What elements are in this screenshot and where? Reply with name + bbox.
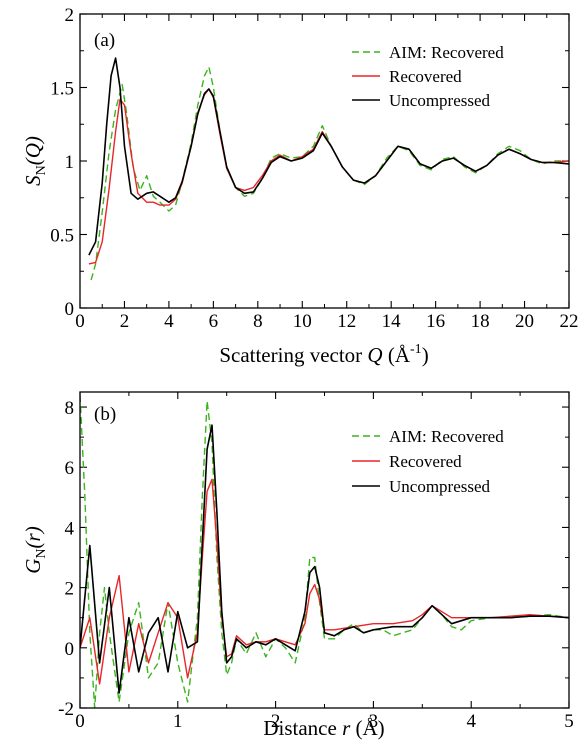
- y-tick-label: 2: [65, 5, 75, 26]
- y-tick-label: 6: [65, 458, 75, 479]
- panel-a: 0 2 4 6 8 10 12 14 16 18 20 22 0 0.5 1 1.5 2 (a) AIM: Re…: [21, 5, 579, 367]
- panel-a-x-axis-label: Scattering vector Q (Å-1): [219, 342, 428, 367]
- x-tick-label: 18: [471, 311, 490, 332]
- y-tick-label: 0: [65, 639, 75, 660]
- x-tick-label: 0: [75, 711, 85, 732]
- legend-label-aim: AIM: Recovered: [389, 43, 504, 62]
- x-tick-label: 3: [369, 711, 379, 732]
- x-tick-label: 8: [253, 311, 263, 332]
- panel-a-label: (a): [94, 30, 115, 51]
- y-tick-label: 8: [65, 398, 75, 419]
- y-tick-label: 0: [65, 299, 75, 320]
- y-tick-label: 4: [65, 518, 75, 539]
- panel-b-label: (b): [94, 404, 116, 425]
- y-tick-label: 1: [65, 152, 75, 173]
- panel-a-frame: [79, 13, 570, 309]
- series-line-aim: [90, 66, 569, 281]
- panel-b-frame: [79, 391, 570, 709]
- y-tick-label: 1.5: [50, 79, 74, 100]
- panel-b-x-axis-label: Distance r (Å): [263, 716, 384, 740]
- panel-b-series: [80, 394, 569, 708]
- panel-b-legend: AIM: Recovered Recovered Uncompressed: [352, 427, 504, 496]
- legend-label-aim: AIM: Recovered: [389, 427, 504, 446]
- legend-label-uncompressed: Uncompressed: [389, 91, 491, 110]
- y-tick-label: -2: [58, 699, 74, 720]
- x-tick-label: 4: [164, 311, 174, 332]
- x-tick-label: 16: [426, 311, 445, 332]
- legend-label-recovered: Recovered: [389, 452, 462, 471]
- panel-a-series: [88, 57, 569, 281]
- x-tick-label: 6: [209, 311, 219, 332]
- panel-a-ticks: 0 2 4 6 8 10 12 14 16 18 20 22 0 0.5 1 1.5 2: [50, 5, 578, 332]
- x-tick-label: 4: [466, 711, 476, 732]
- panel-a-legend: AIM: Recovered Recovered Uncompressed: [352, 43, 504, 110]
- y-tick-label: 2: [65, 579, 75, 600]
- x-tick-label: 14: [382, 311, 402, 332]
- x-tick-label: 5: [564, 711, 574, 732]
- x-tick-label: 22: [560, 311, 579, 332]
- x-tick-label: 2: [120, 311, 130, 332]
- x-tick-label: 0: [75, 311, 85, 332]
- series-line-recovered: [80, 478, 569, 685]
- series-line-recovered: [88, 88, 569, 265]
- panel-b-y-axis-label: GN(r): [21, 526, 49, 573]
- x-tick-label: 12: [337, 311, 356, 332]
- series-line-uncompressed: [80, 424, 569, 694]
- x-tick-label: 1: [173, 711, 183, 732]
- y-tick-label: 0.5: [50, 226, 74, 247]
- x-tick-label: 2: [271, 711, 281, 732]
- legend-label-recovered: Recovered: [389, 67, 462, 86]
- x-tick-label: 10: [293, 311, 312, 332]
- series-line-uncompressed: [88, 57, 569, 256]
- legend-label-uncompressed: Uncompressed: [389, 477, 491, 496]
- panel-a-y-axis-label: SN(Q): [21, 136, 49, 186]
- x-tick-label: 20: [515, 311, 534, 332]
